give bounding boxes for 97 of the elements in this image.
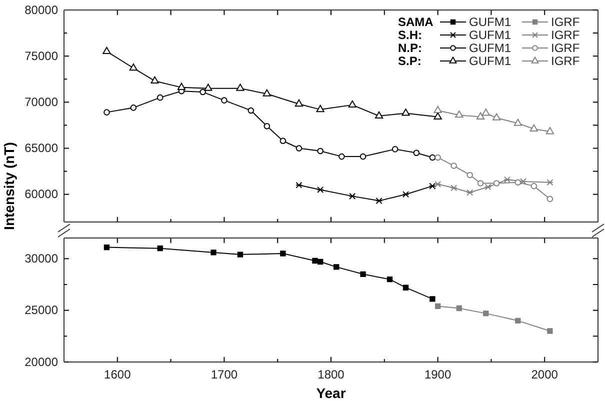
legend-label: GUFM1 <box>469 54 512 68</box>
point <box>392 146 398 152</box>
point <box>237 252 244 258</box>
point <box>515 318 521 324</box>
point <box>546 196 554 202</box>
point <box>434 154 441 161</box>
legend-label: GUFM1 <box>469 41 512 55</box>
x-tick-label: 1700 <box>210 368 238 382</box>
point <box>413 150 420 156</box>
point <box>402 191 410 198</box>
point <box>450 184 458 192</box>
point <box>264 123 270 130</box>
point <box>484 184 492 190</box>
point <box>248 107 254 114</box>
point <box>514 179 522 186</box>
point <box>376 198 383 204</box>
point <box>514 118 522 126</box>
legend-label: GUFM1 <box>469 15 512 29</box>
point <box>434 106 442 114</box>
point <box>317 148 324 154</box>
point <box>430 296 436 302</box>
legend-label: IGRF <box>551 54 580 68</box>
point <box>156 94 164 101</box>
y-tick-label: 60000 <box>24 187 58 202</box>
point <box>338 153 345 160</box>
point <box>130 104 137 111</box>
point <box>477 180 484 186</box>
x-tick-label: 1800 <box>318 368 345 382</box>
annotation: S.P: <box>398 54 422 68</box>
point <box>316 186 324 194</box>
x-tick-label: 2000 <box>531 368 558 382</box>
point <box>504 176 511 183</box>
x-tick-label: 1600 <box>104 368 132 382</box>
annotation: S.H: <box>398 28 422 42</box>
point <box>333 264 340 270</box>
point <box>520 178 527 185</box>
point <box>492 113 501 120</box>
point <box>296 145 302 152</box>
point <box>236 84 244 91</box>
point <box>104 244 110 250</box>
point <box>530 182 538 190</box>
point <box>348 192 356 200</box>
legend-label: IGRF <box>551 28 580 42</box>
point <box>360 153 366 160</box>
point <box>102 46 111 54</box>
point <box>280 250 286 256</box>
point <box>317 258 324 265</box>
point <box>221 97 228 104</box>
point <box>483 310 489 316</box>
point <box>482 108 490 116</box>
point <box>104 109 110 116</box>
legend-label: GUFM1 <box>469 28 512 42</box>
x-axis-title: Year <box>316 385 346 401</box>
point <box>434 303 441 310</box>
point <box>546 127 554 134</box>
point <box>530 124 538 132</box>
y-tick-label: 30000 <box>24 252 58 266</box>
y-tick-label: 75000 <box>24 48 58 63</box>
point <box>200 88 206 96</box>
y-tick-label: 80000 <box>24 2 58 17</box>
point <box>177 82 186 90</box>
legend-label: IGRF <box>551 15 580 29</box>
point <box>402 108 410 116</box>
point <box>466 172 473 178</box>
y-tick-label: 65000 <box>24 141 58 156</box>
point <box>348 100 356 108</box>
annotation: N.P: <box>398 41 422 55</box>
annotation: SAMA <box>398 15 434 29</box>
point <box>429 154 436 161</box>
point <box>434 112 442 120</box>
point <box>360 271 366 278</box>
y-tick-label: 70000 <box>24 95 58 110</box>
point <box>129 63 138 71</box>
point <box>262 89 271 96</box>
point <box>210 250 216 256</box>
point <box>547 328 553 334</box>
point <box>386 276 393 282</box>
point <box>280 138 286 144</box>
point <box>374 111 384 119</box>
point <box>466 189 474 196</box>
point <box>456 305 462 312</box>
y-tick-label: 20000 <box>24 354 58 369</box>
point <box>493 180 500 186</box>
point <box>476 112 485 120</box>
point <box>455 110 464 118</box>
point <box>450 162 457 169</box>
point <box>204 84 212 91</box>
point <box>150 76 159 84</box>
y-axis-title: Intensity (nT) <box>1 142 17 230</box>
point <box>312 258 318 264</box>
y-tick-label: 25000 <box>24 303 58 318</box>
x-tick-label: 1900 <box>424 368 452 382</box>
point <box>294 99 304 107</box>
point <box>316 104 324 112</box>
point <box>402 284 409 290</box>
point <box>157 245 163 252</box>
legend-label: IGRF <box>551 41 580 55</box>
